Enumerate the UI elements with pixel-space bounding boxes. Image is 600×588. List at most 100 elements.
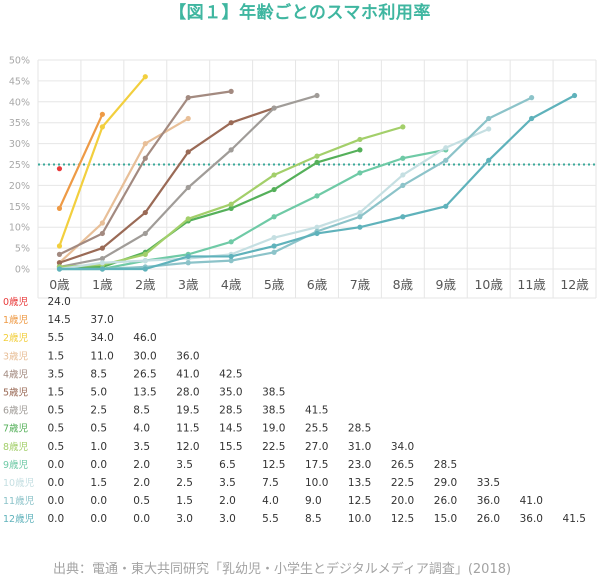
data-point xyxy=(400,155,406,161)
x-tick-label: 10歳 xyxy=(474,277,503,292)
table-cell: 3.5 xyxy=(219,477,236,489)
data-point xyxy=(271,235,277,241)
data-point xyxy=(99,260,105,266)
data-point xyxy=(185,216,191,222)
data-point xyxy=(99,124,105,130)
data-point xyxy=(228,88,234,94)
table-cell: 1.5 xyxy=(176,495,193,507)
table-cell: 6.5 xyxy=(219,459,236,471)
table-cell: 42.5 xyxy=(219,368,242,380)
table-cell: 41.0 xyxy=(176,368,199,380)
data-point xyxy=(185,260,191,266)
data-point xyxy=(357,224,363,230)
table-cell: 9.0 xyxy=(305,495,322,507)
data-point xyxy=(443,145,449,151)
data-point xyxy=(314,92,320,99)
table-cell: 1.0 xyxy=(90,441,107,453)
data-point xyxy=(357,209,363,216)
x-tick-label: 11歳 xyxy=(517,277,546,292)
chart-title: 【図１】年齢ごとのスマホ利用率 xyxy=(169,3,431,23)
table-cell: 1.5 xyxy=(47,350,64,362)
table-cell: 0.0 xyxy=(47,459,64,471)
y-tick-label: 30% xyxy=(9,139,30,150)
data-point xyxy=(228,201,234,207)
row-label: 3歳児 xyxy=(3,350,29,362)
series-line xyxy=(59,148,446,271)
data-point xyxy=(271,214,277,220)
y-tick-label: 5% xyxy=(15,244,30,255)
data-point xyxy=(56,166,63,172)
table-cell: 36.0 xyxy=(477,495,500,507)
data-point xyxy=(142,251,148,257)
x-tick-label: 9歳 xyxy=(436,277,457,292)
table-cell: 17.5 xyxy=(305,459,328,471)
table-cell: 13.5 xyxy=(133,387,156,399)
data-point xyxy=(142,258,148,264)
series-line xyxy=(59,107,275,264)
table-cell: 19.0 xyxy=(262,423,285,435)
table-cell: 5.5 xyxy=(47,332,64,344)
data-point xyxy=(185,253,191,260)
table-cell: 36.0 xyxy=(176,350,199,362)
x-tick-label: 1歳 xyxy=(92,277,113,292)
data-point xyxy=(185,184,191,191)
table-cell: 3.5 xyxy=(47,368,64,380)
data-point xyxy=(400,172,406,178)
row-label: 8歳児 xyxy=(3,441,29,453)
x-tick-label: 6歳 xyxy=(307,277,328,292)
data-point xyxy=(142,230,148,237)
table-cell: 14.5 xyxy=(219,423,242,435)
table-cell: 41.5 xyxy=(305,405,328,417)
table-cell: 22.5 xyxy=(391,477,414,489)
table-cell: 13.5 xyxy=(348,477,371,489)
data-point xyxy=(271,249,277,255)
data-point xyxy=(142,155,148,161)
data-point xyxy=(99,255,105,262)
table-cell: 12.5 xyxy=(391,513,414,525)
table-cell: 36.0 xyxy=(520,513,543,525)
data-point xyxy=(56,266,63,272)
data-point xyxy=(228,239,234,245)
table-cell: 7.5 xyxy=(262,477,279,489)
x-tick-label: 3歳 xyxy=(178,277,199,292)
table-cell: 8.5 xyxy=(133,405,150,417)
y-tick-label: 35% xyxy=(9,118,30,129)
y-tick-label: 50% xyxy=(9,56,30,67)
data-point xyxy=(443,157,449,163)
table-cell: 27.0 xyxy=(305,441,328,453)
table-cell: 20.0 xyxy=(391,495,414,507)
y-tick-label: 20% xyxy=(9,181,30,192)
y-tick-label: 10% xyxy=(9,223,30,234)
y-tick-label: 15% xyxy=(9,202,30,213)
table-cell: 0.5 xyxy=(47,423,64,435)
data-point xyxy=(357,214,363,220)
table-cell: 11.0 xyxy=(90,350,113,362)
y-tick-label: 45% xyxy=(9,76,30,87)
data-point xyxy=(571,92,578,99)
data-point xyxy=(314,193,320,199)
row-label: 6歳児 xyxy=(3,405,29,417)
table-cell: 0.0 xyxy=(133,513,150,525)
table-cell: 0.0 xyxy=(47,495,64,507)
table-cell: 8.5 xyxy=(305,513,322,525)
data-point xyxy=(56,243,63,249)
table-cell: 4.0 xyxy=(133,423,150,435)
series-line xyxy=(59,94,576,271)
data-point xyxy=(56,205,63,211)
data-point xyxy=(314,224,320,230)
table-cell: 1.5 xyxy=(47,387,64,399)
row-label: 4歳児 xyxy=(3,368,29,380)
table-cell: 28.5 xyxy=(219,405,242,417)
row-label: 9歳児 xyxy=(3,459,29,471)
table-cell: 31.0 xyxy=(348,441,371,453)
table-cell: 2.0 xyxy=(133,477,150,489)
row-label: 12歳児 xyxy=(3,513,35,525)
data-point xyxy=(142,141,148,147)
table-cell: 3.5 xyxy=(176,459,193,471)
table-cell: 33.5 xyxy=(477,477,500,489)
grid-layer: 0% 5% 10% 15% 20% 25% 30% 35% 40% 45% 50% xyxy=(9,56,597,299)
table-cell: 23.0 xyxy=(348,459,371,471)
table-cell: 14.5 xyxy=(47,314,70,326)
data-point xyxy=(228,120,234,126)
data-point xyxy=(357,170,363,176)
